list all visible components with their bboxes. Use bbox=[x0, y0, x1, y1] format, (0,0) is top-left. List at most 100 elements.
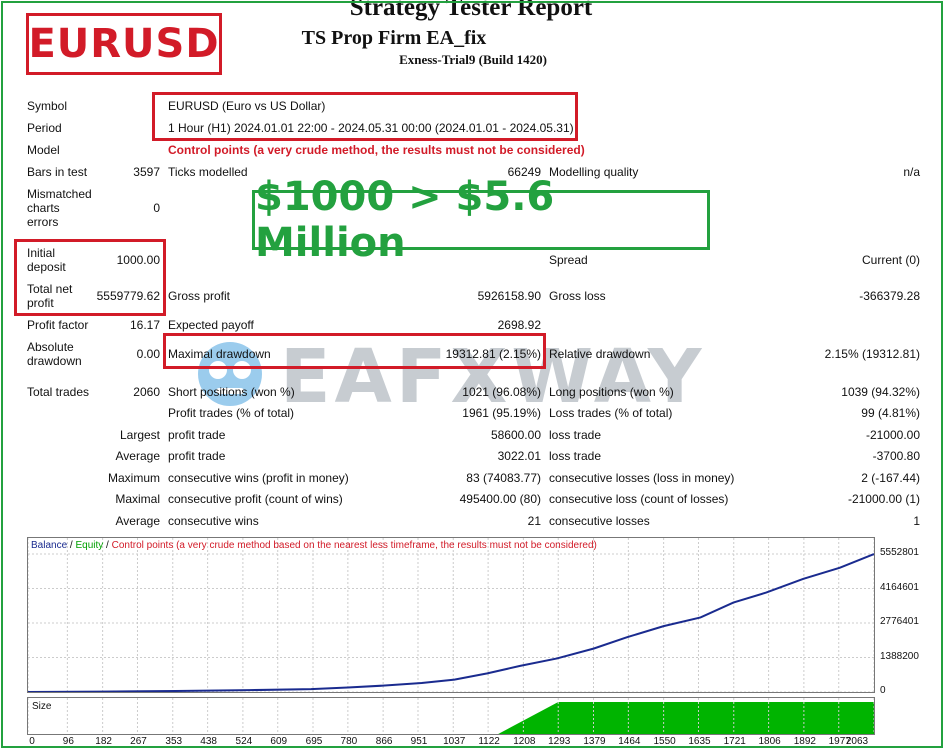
spread-label: Spread bbox=[549, 253, 588, 267]
y-tick-label: 2776401 bbox=[880, 616, 919, 627]
x-tick-label: 524 bbox=[235, 736, 253, 747]
symbol-value: EURUSD (Euro vs US Dollar) bbox=[168, 99, 326, 113]
eafxway-logo-icon bbox=[198, 342, 262, 406]
ptrades-value: 1961 (95.19%) bbox=[462, 406, 541, 420]
y-tick-label: 4164601 bbox=[880, 581, 919, 593]
size-label: Size bbox=[32, 701, 52, 712]
deposit-label-2: deposit bbox=[27, 260, 66, 274]
average-profit-label: profit trade bbox=[168, 449, 226, 463]
maxloss-value: -21000.00 (1) bbox=[847, 492, 920, 506]
short-label: Short positions (won %) bbox=[168, 385, 295, 399]
balance-chart-svg bbox=[27, 538, 875, 693]
x-tick-label: 951 bbox=[410, 736, 428, 747]
avglosses-label: consecutive losses bbox=[549, 514, 650, 528]
x-tick-label: 1721 bbox=[723, 736, 746, 747]
watermark-text: EAFXWAY bbox=[280, 334, 706, 420]
mismatch-label-1: Mismatched bbox=[27, 187, 92, 201]
drawdown-highlight bbox=[163, 333, 546, 369]
maxprofit-value: 495400.00 (80) bbox=[459, 492, 541, 506]
trades-value: 2060 bbox=[133, 385, 160, 399]
mismatch-value: 0 bbox=[153, 201, 160, 215]
x-tick-label: 2063 bbox=[845, 736, 869, 747]
report-title: Strategy Tester Report bbox=[349, 0, 593, 21]
model-value: Control points (a very crude method, the… bbox=[168, 143, 585, 157]
mismatch-label-3: errors bbox=[27, 215, 59, 229]
ptrades-label: Profit trades (% of total) bbox=[168, 406, 295, 420]
ltrades-label: Loss trades (% of total) bbox=[549, 406, 673, 420]
watermark: EAFXWAY bbox=[190, 332, 790, 420]
ltrades-value: 99 (4.81%) bbox=[861, 406, 920, 420]
trades-label: Total trades bbox=[27, 385, 90, 399]
x-tick-label: 267 bbox=[130, 736, 147, 747]
absdd-value: 0.00 bbox=[136, 347, 160, 361]
y-tick-label: 1388200 bbox=[880, 650, 919, 662]
spread-value: Current (0) bbox=[861, 253, 920, 267]
largest-loss-label: loss trade bbox=[549, 428, 602, 442]
largest-profit-label: profit trade bbox=[168, 428, 226, 442]
grossprofit-value: 5926158.90 bbox=[477, 289, 541, 303]
x-tick-label: 866 bbox=[375, 736, 393, 747]
largest-profit-value: 58600.00 bbox=[490, 428, 541, 442]
largest-label: Largest bbox=[119, 428, 160, 442]
maximal-label: Maximal bbox=[115, 492, 160, 506]
deposit-value: 1000.00 bbox=[116, 253, 160, 267]
bars-value: 3597 bbox=[133, 165, 160, 179]
average-label: Average bbox=[115, 449, 160, 463]
symbol-badge: EURUSD bbox=[26, 13, 222, 75]
x-tick-label: 1635 bbox=[688, 736, 711, 747]
grossprofit-label: Gross profit bbox=[168, 289, 231, 303]
short-value: 1021 (96.08%) bbox=[462, 385, 541, 399]
chart-legend: Balance / Equity / Control points (a ver… bbox=[31, 540, 597, 552]
balance-chart bbox=[27, 537, 875, 693]
pf-value: 16.17 bbox=[129, 318, 160, 332]
x-tick-label: 96 bbox=[62, 736, 74, 747]
period-value: 1 Hour (H1) 2024.01.01 22:00 - 2024.05.3… bbox=[168, 121, 574, 135]
x-tick-label: 780 bbox=[340, 736, 358, 747]
long-value: 1039 (94.32%) bbox=[841, 385, 920, 399]
grossloss-label: Gross loss bbox=[549, 289, 606, 303]
netprofit-label-2: profit bbox=[27, 296, 54, 310]
maxlosses-label: consecutive losses (loss in money) bbox=[549, 471, 735, 485]
netprofit-label-1: Total net bbox=[27, 282, 73, 296]
ticks-value: 66249 bbox=[507, 165, 541, 179]
x-tick-label: 695 bbox=[305, 736, 323, 747]
payoff-value: 2698.92 bbox=[497, 318, 541, 332]
legend-sep-1: / bbox=[67, 540, 76, 551]
period-label: Period bbox=[27, 121, 62, 135]
balance-series-line bbox=[27, 553, 875, 693]
maxloss-label: consecutive loss (count of losses) bbox=[549, 492, 729, 506]
legend-sep-2: / bbox=[103, 540, 112, 551]
maximum-label: Maximum bbox=[107, 471, 160, 485]
maxprofit-label: consecutive profit (count of wins) bbox=[168, 492, 343, 506]
mismatch-label-2: charts bbox=[27, 201, 60, 215]
netprofit-value: 5559779.62 bbox=[96, 289, 160, 303]
symbol-period-highlight bbox=[152, 92, 578, 141]
bars-label: Bars in test bbox=[27, 165, 88, 179]
x-tick-label: 353 bbox=[165, 736, 183, 747]
x-tick-label: 1037 bbox=[443, 736, 466, 747]
reldd-label: Relative drawdown bbox=[549, 347, 651, 361]
avgc-label: Average bbox=[115, 514, 160, 528]
y-tick-label: 5552801 bbox=[880, 547, 919, 558]
x-tick-label: 1293 bbox=[548, 736, 571, 747]
payoff-label: Expected payoff bbox=[168, 318, 254, 332]
absdd-label-1: Absolute bbox=[27, 340, 74, 354]
maxdd-label: Maximal drawdown bbox=[168, 347, 271, 361]
pf-label: Profit factor bbox=[27, 318, 89, 332]
x-tick-label: 0 bbox=[29, 736, 35, 747]
quality-value: n/a bbox=[903, 165, 920, 179]
x-tick-label: 609 bbox=[270, 736, 288, 747]
x-tick-label: 1379 bbox=[583, 736, 606, 747]
maxlosses-value: 2 (-167.44) bbox=[861, 471, 920, 485]
x-tick-label: 1806 bbox=[758, 736, 781, 747]
avgwins-value: 21 bbox=[527, 514, 541, 528]
x-tick-label: 1464 bbox=[618, 736, 641, 747]
average-profit-value: 3022.01 bbox=[497, 449, 541, 463]
x-tick-label: 1550 bbox=[653, 736, 676, 747]
ea-name: TS Prop Firm EA_fix bbox=[301, 27, 487, 49]
server-build: Exness-Trial9 (Build 1420) bbox=[399, 52, 547, 67]
average-loss-value: -3700.80 bbox=[872, 449, 920, 463]
x-tick-label: 438 bbox=[200, 736, 217, 747]
reldd-value: 2.15% (19312.81) bbox=[824, 347, 920, 361]
y-tick-label: 0 bbox=[880, 685, 886, 696]
